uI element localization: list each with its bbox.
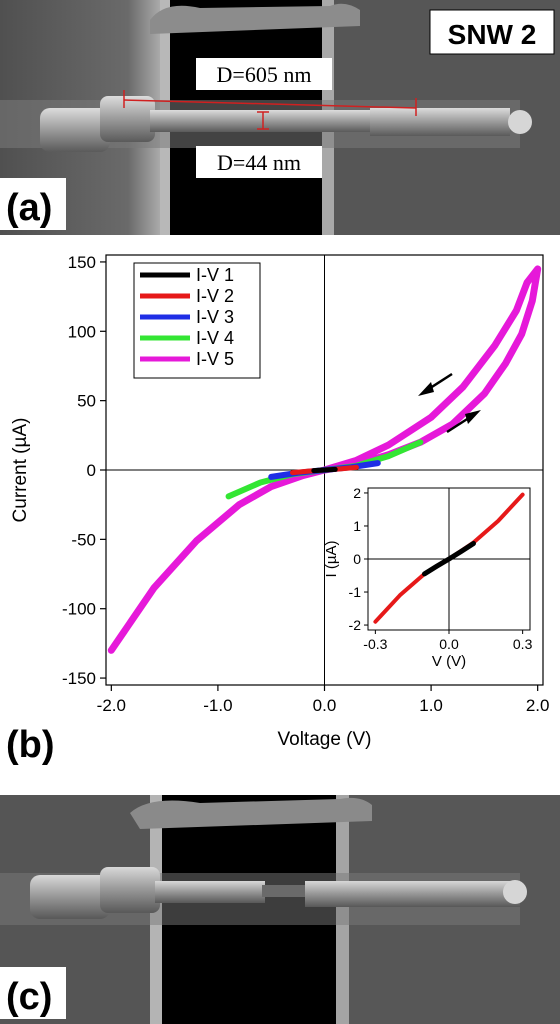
y-tick-label: 0 bbox=[87, 461, 96, 480]
y-tick-label: 150 bbox=[68, 253, 96, 272]
length-label: D=605 nm bbox=[217, 62, 312, 87]
y-tick-label: 50 bbox=[77, 392, 96, 411]
broken-constriction bbox=[262, 885, 308, 897]
diameter-label: D=44 nm bbox=[217, 150, 301, 175]
legend-entry: I-V 5 bbox=[196, 349, 234, 369]
wire-tip-c bbox=[503, 880, 527, 904]
inset-x-tick-label: 0.3 bbox=[513, 636, 533, 652]
x-tick-label: -2.0 bbox=[97, 696, 126, 715]
y-axis-title: Current (µA) bbox=[10, 418, 31, 523]
inset-chart: -2 -1 0 1 2 -0.3 0.0 0.3 V (V) I (µA) bbox=[323, 485, 533, 670]
sample-label-box bbox=[429, 9, 555, 55]
inset-y-tick-label: 2 bbox=[353, 485, 361, 501]
sem-image-before: D=605 nm D=44 nm SNW 2 (a) bbox=[0, 0, 560, 235]
nanowire-body bbox=[150, 110, 380, 132]
x-tick-label: 0.0 bbox=[313, 696, 337, 715]
wire-base-left bbox=[40, 108, 110, 152]
wire-contact-left bbox=[100, 96, 155, 142]
legend-entry: I-V 2 bbox=[196, 286, 234, 306]
top-fragment-c bbox=[130, 797, 372, 829]
y-tick-label: -100 bbox=[62, 600, 96, 619]
sem-image-a-svg: D=605 nm D=44 nm SNW 2 (a) bbox=[0, 0, 560, 235]
inset-y-tick-label: -1 bbox=[349, 584, 362, 600]
top-nanowire-fragment bbox=[150, 3, 360, 34]
panel-c-letter: (c) bbox=[6, 976, 52, 1018]
chart-legend: I-V 1I-V 2I-V 3I-V 4I-V 5 bbox=[133, 262, 261, 379]
sem-image-after: (c) bbox=[0, 795, 560, 1024]
length-label-box bbox=[196, 58, 332, 90]
iv-chart-panel: -150 -100 -50 0 50 100 150 -2.0 -1.0 0.0 1.0 2.0 Vol… bbox=[0, 235, 560, 795]
x-tick-label: 1.0 bbox=[419, 696, 443, 715]
inset-y-tick-label: -2 bbox=[349, 617, 362, 633]
panel-b-letter: (b) bbox=[6, 724, 55, 766]
inset-y-axis-title: I (µA) bbox=[323, 541, 340, 578]
inset-x-axis-title: V (V) bbox=[432, 653, 466, 670]
series-line-i-v5 bbox=[107, 265, 542, 654]
panel-a-letter-box bbox=[0, 178, 66, 230]
wire-contact-left-c bbox=[100, 867, 160, 913]
inset-x-tick-label: -0.3 bbox=[363, 636, 387, 652]
legend-entry: I-V 4 bbox=[196, 328, 234, 348]
wire-base-left-c bbox=[30, 875, 110, 919]
legend-entry: I-V 1 bbox=[196, 265, 234, 285]
inset-y-tick-label: 1 bbox=[353, 518, 361, 534]
series-line-i-v1 bbox=[311, 466, 338, 474]
inset-y-tick-label: 0 bbox=[353, 551, 361, 567]
panel-a-letter: (a) bbox=[6, 187, 52, 229]
x-tick-label: 2.0 bbox=[526, 696, 550, 715]
wire-contact-right bbox=[370, 108, 510, 136]
panel-c-letter-box bbox=[0, 967, 66, 1019]
y-tick-label: -50 bbox=[71, 530, 96, 549]
diameter-label-box bbox=[196, 146, 322, 178]
wire-tip bbox=[508, 110, 532, 134]
inset-series-line-i-v1 bbox=[422, 541, 476, 577]
sweep-arrow-up bbox=[446, 410, 481, 434]
diameter-measure-line bbox=[257, 111, 269, 130]
sem-image-c-svg: (c) bbox=[0, 795, 560, 1024]
x-tick-label: -1.0 bbox=[203, 696, 232, 715]
iv-chart: -150 -100 -50 0 50 100 150 -2.0 -1.0 0.0 1.0 2.0 Vol… bbox=[6, 253, 549, 766]
main-chart-axes: -150 -100 -50 0 50 100 150 -2.0 -1.0 0.0 1.0 2.0 Vol… bbox=[10, 253, 549, 750]
wire-segment-right-c bbox=[305, 881, 520, 907]
y-tick-label: 100 bbox=[68, 322, 96, 341]
length-measure-line bbox=[123, 90, 417, 116]
y-tick-label: -150 bbox=[62, 669, 96, 688]
x-axis-title: Voltage (V) bbox=[278, 729, 372, 750]
wire-segment-left-c bbox=[155, 881, 265, 903]
sample-label: SNW 2 bbox=[448, 19, 537, 50]
inset-x-tick-label: 0.0 bbox=[439, 636, 459, 652]
legend-entry: I-V 3 bbox=[196, 307, 234, 327]
main-chart-series bbox=[107, 265, 542, 654]
sweep-arrow-down bbox=[418, 372, 453, 396]
